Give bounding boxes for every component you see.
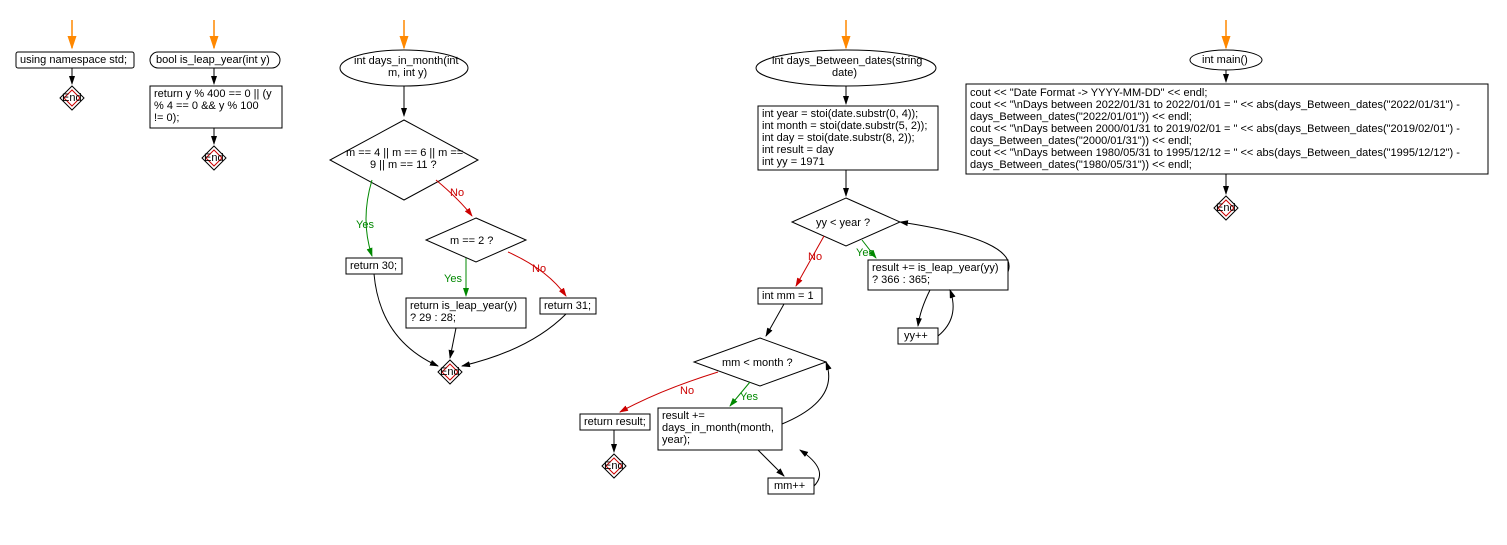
svg-text:End: End [1216,202,1236,214]
svg-text:int year = stoi(date.substr(0,: int year = stoi(date.substr(0, 4)); [762,108,918,120]
svg-text:return 30;: return 30; [350,260,397,272]
svg-text:? 29 : 28;: ? 29 : 28; [410,312,456,324]
edge-to-mm [758,450,784,476]
svg-text:int days_Between_dates(string: int days_Between_dates(string [772,55,922,67]
svg-text:return is_leap_year(y): return is_leap_year(y) [410,300,517,312]
svg-text:mm < month ?: mm < month ? [722,357,793,369]
svg-text:int mm = 1: int mm = 1 [762,290,814,302]
svg-text:End: End [604,460,624,472]
svg-text:mm++: mm++ [774,480,805,492]
svg-text:date): date) [832,67,857,79]
svg-text:yy++: yy++ [904,330,928,342]
yes-edge-1 [366,180,372,256]
svg-text:? 366 : 365;: ? 366 : 365; [872,274,930,286]
svg-text:m, int y): m, int y) [388,67,427,79]
svg-text:result +=: result += [662,410,705,422]
svg-text:cout << "Date Format -> YYYY-M: cout << "Date Format -> YYYY-MM-DD" << e… [970,87,1207,99]
svg-text:int yy = 1971: int yy = 1971 [762,156,825,168]
svg-text:No: No [532,263,546,275]
svg-text:Yes: Yes [856,247,874,259]
svg-text:No: No [680,385,694,397]
svg-text:int days_in_month(int: int days_in_month(int [354,55,459,67]
end-node: End [602,454,626,478]
svg-text:Yes: Yes [444,273,462,285]
stmt-text: using namespace std; [20,54,127,66]
loop-back-1b [938,290,953,336]
func-text: bool is_leap_year(int y) [156,54,270,66]
svg-text:days_Between_dates("2022/01/01: days_Between_dates("2022/01/01")) << end… [970,111,1192,123]
body-line3: != 0); [154,112,179,124]
svg-text:cout << "\nDays between 1980/0: cout << "\nDays between 1980/05/31 to 19… [970,147,1460,159]
flowchart-5: int main() cout << "Date Format -> YYYY-… [966,20,1488,220]
edge-end-2 [450,328,456,358]
svg-text:result += is_leap_year(yy): result += is_leap_year(yy) [872,262,999,274]
svg-text:No: No [450,187,464,199]
end-node: End [202,146,226,170]
svg-text:9 || m == 11 ?: 9 || m == 11 ? [370,159,437,171]
svg-text:m == 4 || m == 6 || m ==: m == 4 || m == 6 || m == [346,147,463,159]
body-line2: % 4 == 0 && y % 100 [154,100,259,112]
svg-text:int main(): int main() [1202,54,1248,66]
flowchart-2: bool is_leap_year(int y) return y % 400 … [150,20,282,170]
edge-to-yy [918,290,930,326]
svg-text:yy < year ?: yy < year ? [816,217,870,229]
svg-text:int result = day: int result = day [762,144,834,156]
flowchart-1: using namespace std; End [16,20,134,110]
body-line1: return y % 400 == 0 || (y [154,88,272,100]
end-node: End [438,360,462,384]
flowchart-3: int days_in_month(int m, int y) m == 4 |… [330,20,596,384]
svg-text:Yes: Yes [356,219,374,231]
edge [766,304,784,336]
svg-text:int day = stoi(date.substr(8,: int day = stoi(date.substr(8, 2)); [762,132,915,144]
flowchart-4: int days_Between_dates(string date) int … [580,20,1009,494]
svg-text:days_Between_dates("2000/01/31: days_Between_dates("2000/01/31")) << end… [970,135,1192,147]
svg-text:cout << "\nDays between 2000/0: cout << "\nDays between 2000/01/31 to 20… [970,123,1460,135]
end-node: End [60,86,84,110]
svg-text:End: End [440,366,460,378]
svg-text:days_in_month(month,: days_in_month(month, [662,422,774,434]
flowchart-canvas: using namespace std; End bool is_leap_ye… [0,0,1507,545]
svg-text:return result;: return result; [584,416,646,428]
end-node: End [1214,196,1238,220]
svg-text:int month = stoi(date.substr(5: int month = stoi(date.substr(5, 2)); [762,120,927,132]
svg-text:End: End [204,152,224,164]
svg-text:return 31;: return 31; [544,300,591,312]
svg-text:No: No [808,251,822,263]
svg-text:year);: year); [662,434,690,446]
svg-text:cout << "\nDays between 2022/0: cout << "\nDays between 2022/01/31 to 20… [970,99,1460,111]
svg-text:m == 2 ?: m == 2 ? [450,235,493,247]
svg-text:days_Between_dates("1980/05/31: days_Between_dates("1980/05/31")) << end… [970,159,1192,171]
no-edge-mm [620,372,718,412]
svg-text:End: End [62,92,82,104]
svg-text:Yes: Yes [740,391,758,403]
